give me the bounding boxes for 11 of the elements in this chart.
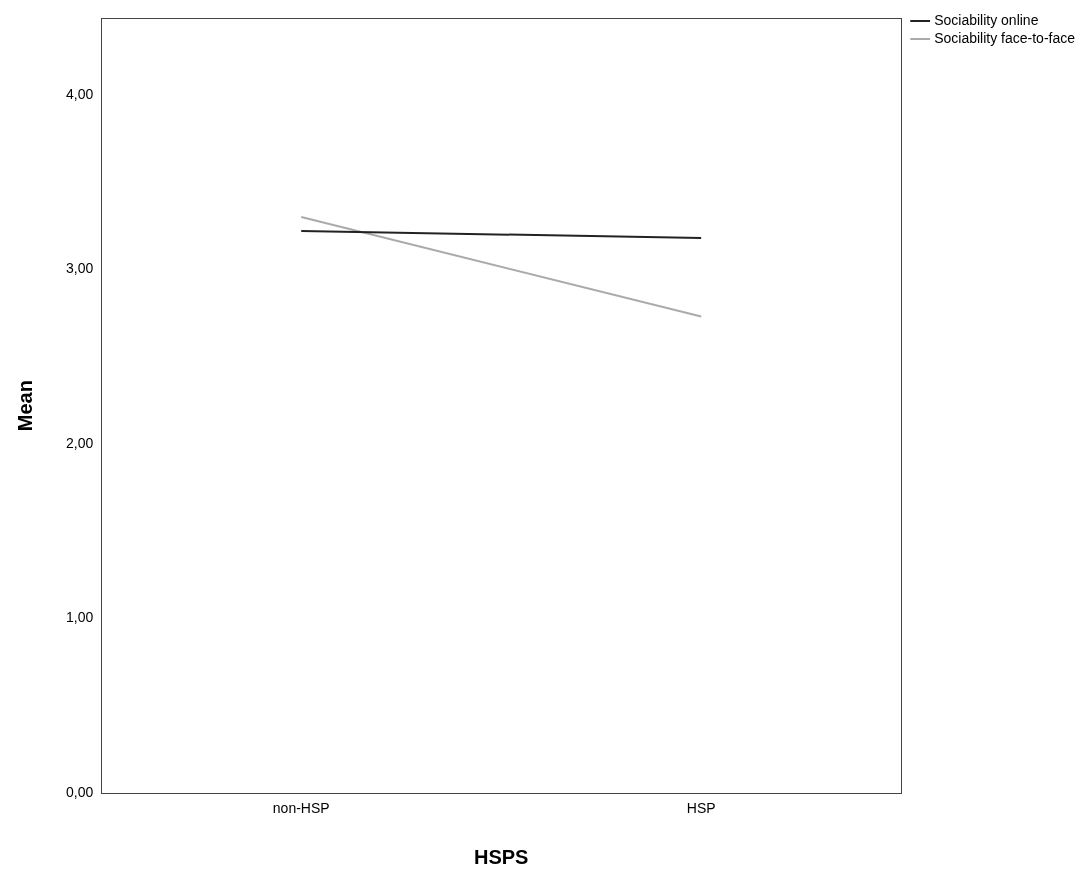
x-axis-title: HSPS — [473, 845, 529, 868]
y-axis-title: Mean — [13, 380, 36, 432]
y-tick-label: 0,00 — [66, 784, 94, 801]
y-tick-label: 4,00 — [66, 85, 94, 102]
y-tick-label: 2,00 — [66, 434, 94, 451]
x-tick-label: HSP — [686, 800, 716, 817]
legend-label: Sociability face-to-face — [934, 29, 1076, 46]
y-tick-label: 3,00 — [66, 260, 94, 277]
y-tick-label: 1,00 — [66, 609, 94, 626]
legend-label: Sociability online — [934, 11, 1039, 28]
x-tick-label: non-HSP — [272, 800, 330, 817]
